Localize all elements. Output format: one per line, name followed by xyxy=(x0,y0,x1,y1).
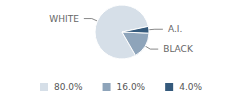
svg-text:80.0%: 80.0% xyxy=(54,82,83,92)
svg-text:A.I.: A.I. xyxy=(168,24,182,34)
svg-text:BLACK: BLACK xyxy=(163,44,194,54)
svg-text:WHITE: WHITE xyxy=(49,14,79,24)
svg-text:4.0%: 4.0% xyxy=(179,82,202,92)
svg-text:16.0%: 16.0% xyxy=(117,82,146,92)
